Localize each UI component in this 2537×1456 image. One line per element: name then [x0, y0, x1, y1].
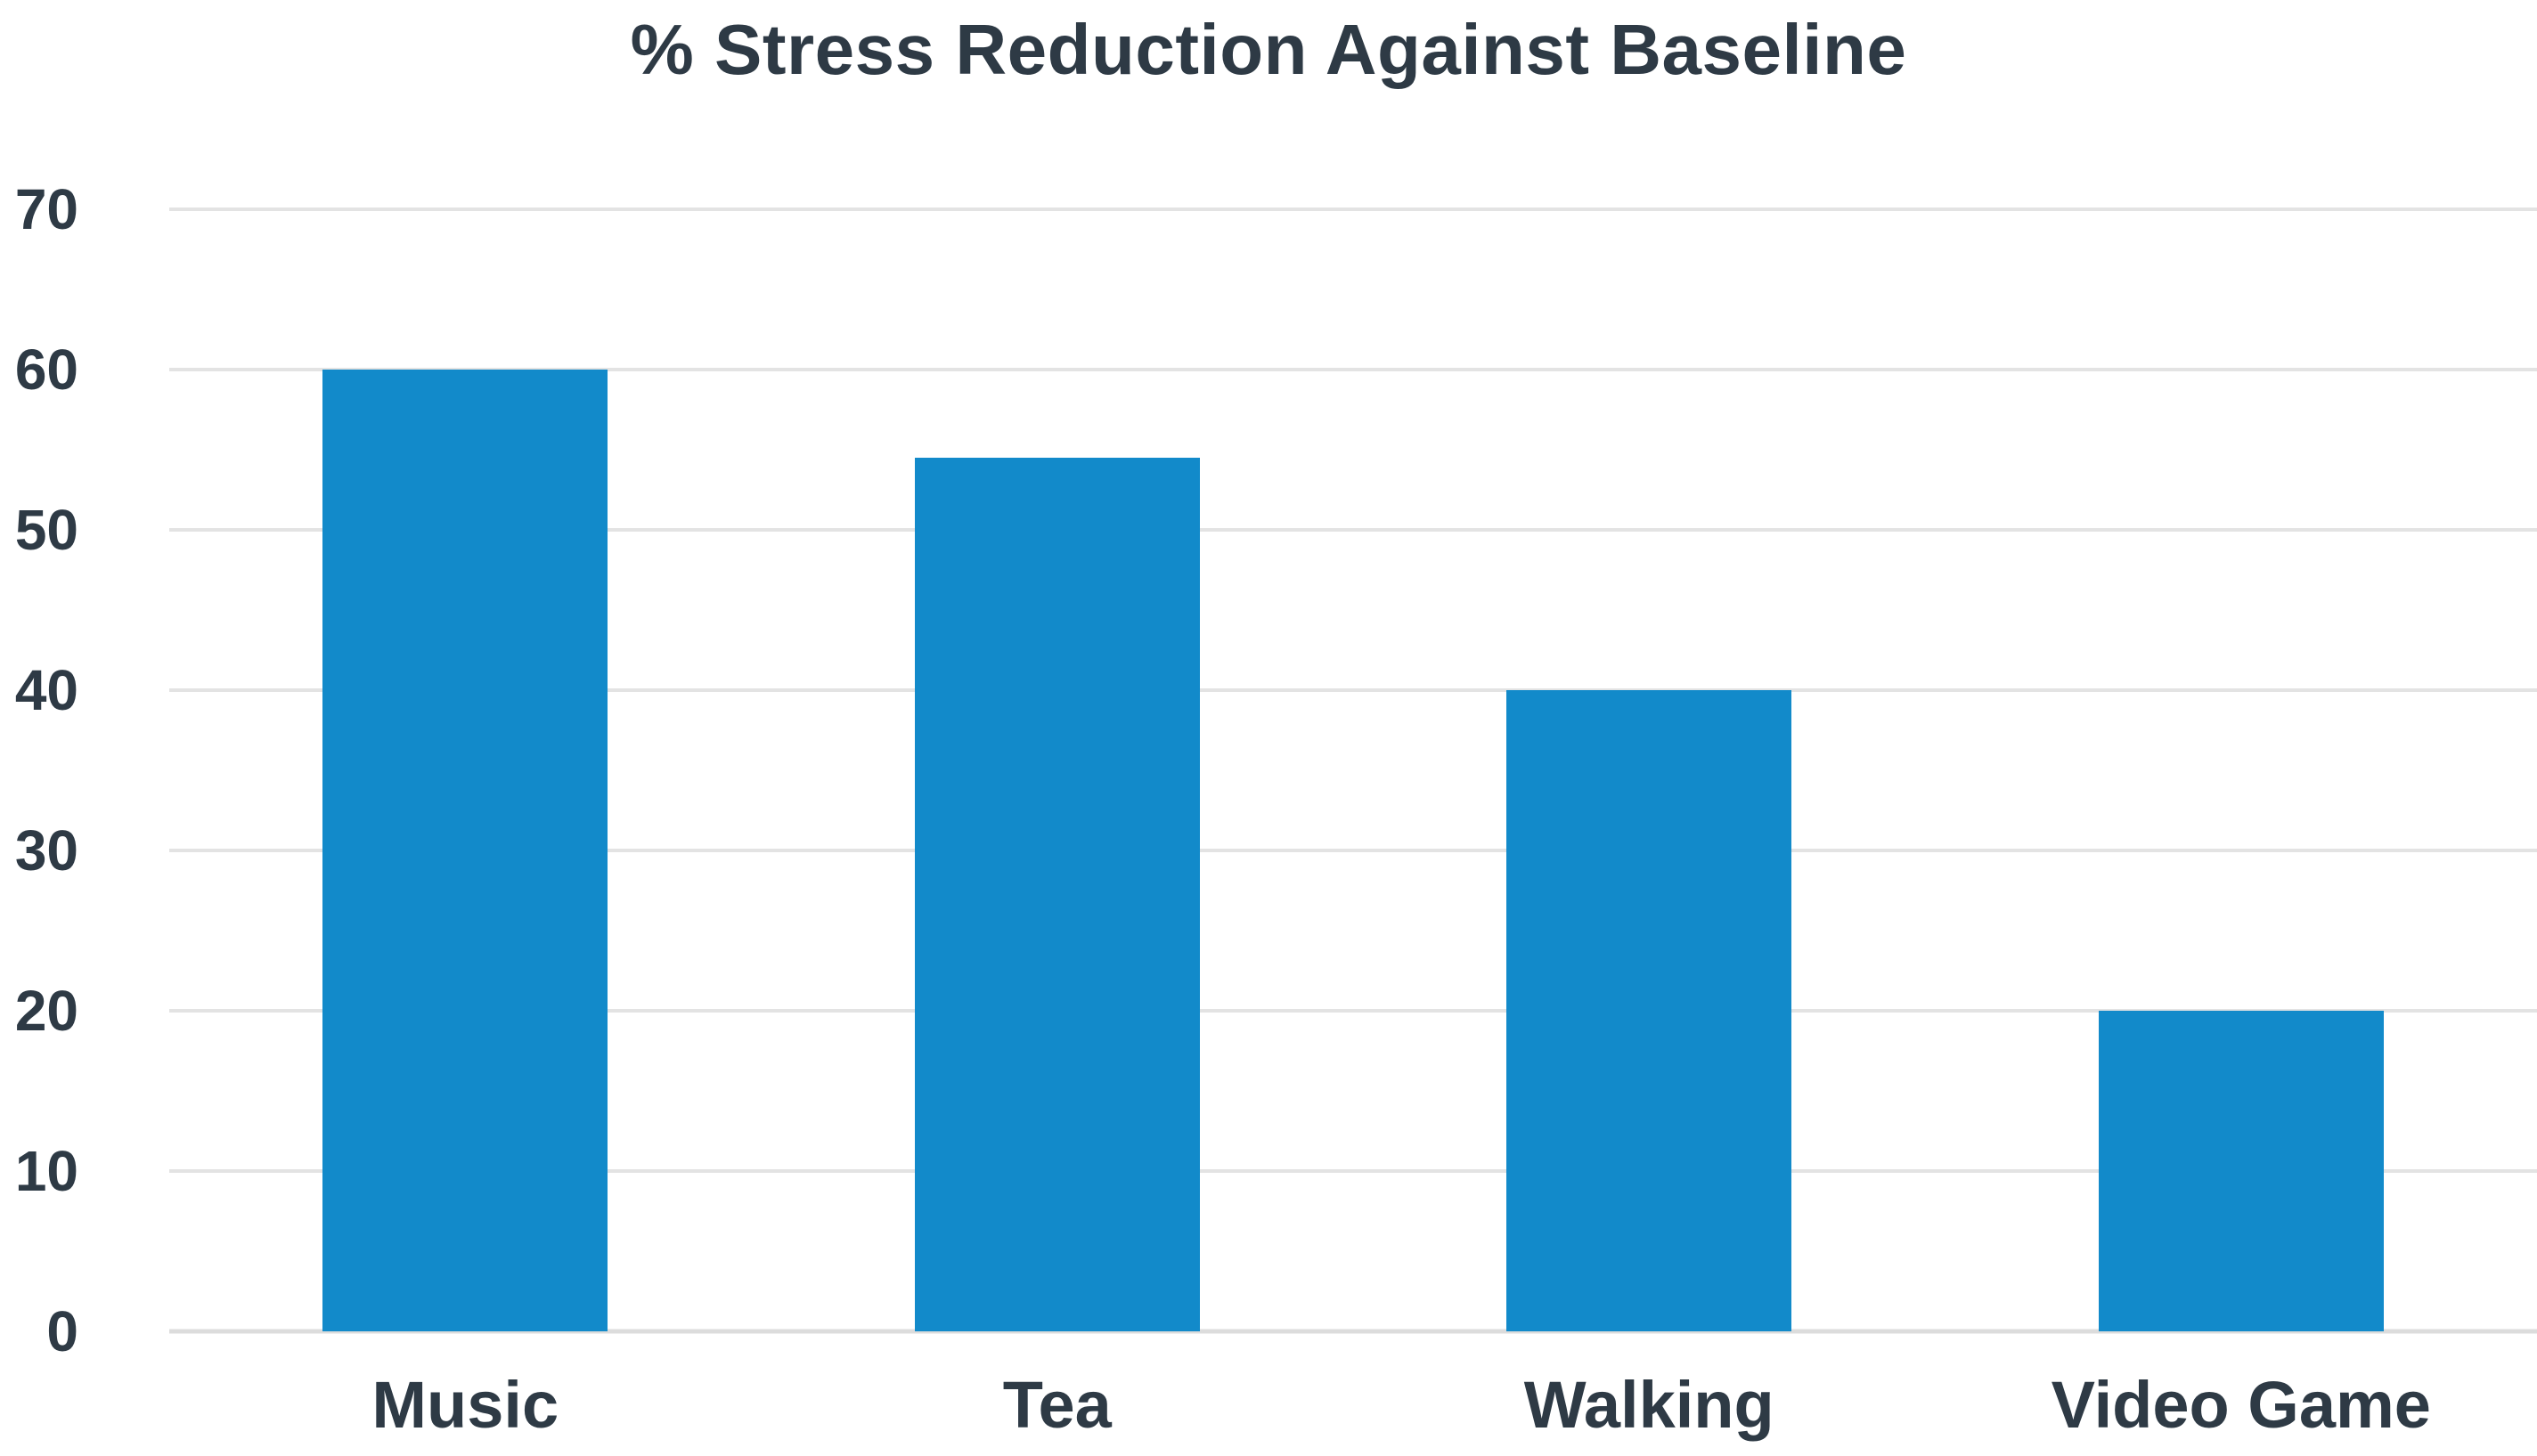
bars-layer: [169, 209, 2537, 1331]
plot-area: [169, 207, 2537, 1334]
y-axis-tick-labels: 0 10 20 30 40 50 60 70: [0, 177, 78, 1363]
bar-video-game: [2098, 1011, 2384, 1331]
bar-slot-tea: [762, 209, 1354, 1331]
y-tick-label-10: 10: [14, 1139, 78, 1203]
chart-title: % Stress Reduction Against Baseline: [630, 10, 1907, 89]
bar-slot-walking: [1353, 209, 1946, 1331]
x-axis-category-labels: Music Tea Walking Video Game: [169, 1355, 2537, 1453]
x-category-label-music: Music: [371, 1367, 559, 1442]
y-tick-label-60: 60: [14, 338, 78, 402]
bar-slot-video-game: [1946, 209, 2537, 1331]
gridline-40: [169, 688, 2537, 692]
bar-walking: [1506, 690, 1792, 1331]
y-tick-label-70: 70: [14, 177, 78, 241]
bar-slot-music: [169, 209, 762, 1331]
y-tick-label-40: 40: [14, 658, 78, 722]
gridline-0: [169, 1329, 2537, 1334]
bar-music: [322, 370, 608, 1331]
gridline-30: [169, 849, 2537, 852]
y-tick-label-50: 50: [14, 498, 78, 562]
x-category-label-walking: Walking: [1523, 1367, 1774, 1442]
gridline-50: [169, 528, 2537, 532]
gridline-60: [169, 368, 2537, 371]
gridline-10: [169, 1169, 2537, 1173]
gridline-20: [169, 1009, 2537, 1013]
bar-tea: [914, 458, 1200, 1331]
gridlines-layer: [169, 207, 2537, 1334]
y-tick-label-20: 20: [14, 979, 78, 1043]
x-category-label-video-game: Video Game: [2051, 1367, 2431, 1442]
gridline-70: [169, 207, 2537, 211]
y-tick-label-30: 30: [14, 818, 78, 883]
x-category-label-tea: Tea: [1002, 1367, 1112, 1442]
y-tick-label-0: 0: [46, 1299, 78, 1363]
